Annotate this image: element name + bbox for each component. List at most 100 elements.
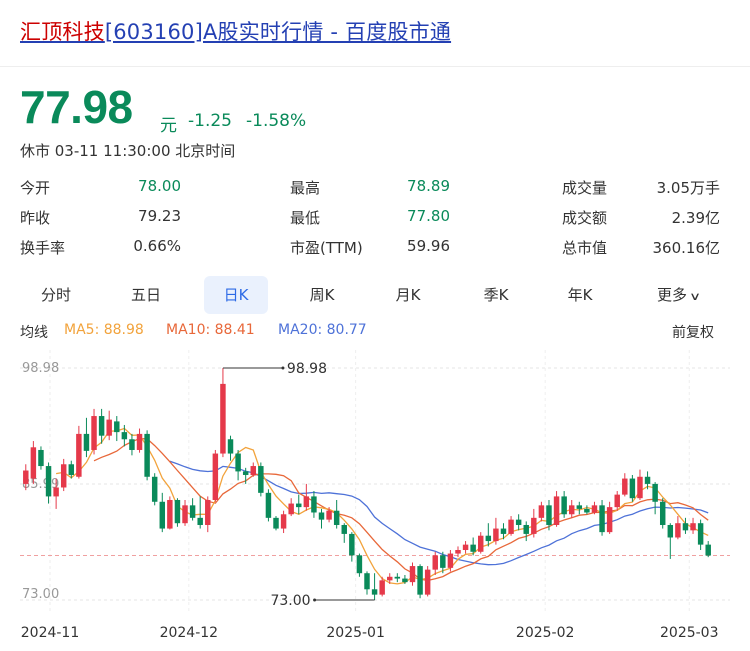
- candle-down: [440, 555, 446, 568]
- stat-value-pe-ttm: 59.96: [407, 237, 450, 255]
- candle-down: [68, 464, 75, 475]
- ma20-legend: MA20: 80.77: [278, 322, 367, 338]
- tab-quarterly-k[interactable]: 季K: [483, 286, 509, 304]
- candle-down: [242, 471, 249, 475]
- candle-up: [182, 505, 188, 524]
- x-tick-label: 2024-11: [21, 625, 80, 641]
- candle-up: [432, 555, 438, 570]
- stat-value-turnover-rate: 0.66%: [133, 237, 181, 255]
- ma10-line: [93, 437, 709, 582]
- candle-down: [659, 501, 666, 525]
- candle-up: [462, 544, 469, 550]
- candle-down: [576, 505, 583, 509]
- candle-up: [508, 519, 514, 534]
- candle-down: [364, 573, 370, 590]
- tab-more-label: 更多: [656, 286, 687, 304]
- stat-label-pe-ttm: 市盈(TTM): [290, 239, 363, 257]
- tab-yearly-k[interactable]: 年K: [567, 286, 593, 304]
- tab-five-day[interactable]: 五日: [130, 286, 161, 304]
- stat-label-market-cap: 总市值: [562, 239, 608, 257]
- tab-daily-k[interactable]: 日K: [204, 276, 268, 314]
- max-price-label: 98.98: [287, 361, 327, 377]
- stat-label-turnover-amount: 成交额: [562, 209, 608, 227]
- candle-down: [644, 476, 651, 484]
- candle-down: [682, 523, 689, 531]
- ma-label: 均线: [20, 325, 48, 341]
- candle-down: [697, 523, 704, 545]
- candle-up: [326, 510, 332, 520]
- candle-down: [227, 439, 234, 454]
- candle-down: [159, 501, 166, 529]
- price-change-pct: -1.58%: [246, 111, 307, 131]
- candle-down: [129, 439, 135, 450]
- stat-value-volume: 3.05万手: [656, 179, 720, 197]
- candle-up: [167, 499, 173, 529]
- x-tick-label: 2024-12: [160, 625, 219, 641]
- tab-weekly-k[interactable]: 周K: [309, 286, 335, 304]
- candle-down: [546, 505, 552, 525]
- ma10-legend: MA10: 88.41: [166, 322, 255, 338]
- candle-up: [387, 576, 393, 581]
- price-unit: 元: [160, 116, 177, 136]
- candle-down: [341, 524, 347, 534]
- candle-down: [265, 492, 272, 518]
- candle-up: [91, 416, 97, 450]
- y-tick-label: 98.98: [22, 361, 59, 376]
- candle-down: [296, 503, 302, 508]
- candle-down: [121, 432, 128, 440]
- stat-value-high: 78.89: [407, 177, 450, 195]
- candle-up: [23, 470, 29, 484]
- market-status: 休市 03-11 11:30:00 北京时间: [20, 142, 236, 160]
- candle-up: [690, 523, 696, 531]
- candle-down: [349, 533, 355, 556]
- stat-value-turnover-amount: 2.39亿: [671, 209, 720, 227]
- candle-down: [523, 524, 529, 534]
- candle-down: [333, 510, 340, 525]
- adjust-toggle[interactable]: 前复权: [672, 325, 714, 341]
- candle-down: [83, 433, 90, 451]
- max-dot: [281, 366, 285, 370]
- stat-label-low: 最低: [290, 209, 321, 227]
- candle-down: [144, 433, 150, 477]
- candle-up: [409, 566, 416, 583]
- candle-down: [311, 496, 317, 513]
- tab-intraday[interactable]: 分时: [40, 286, 71, 304]
- candle-down: [470, 544, 476, 552]
- candle-up: [205, 499, 211, 525]
- price-change: -1.25: [188, 111, 232, 131]
- candle-down: [38, 449, 44, 467]
- min-dot: [313, 598, 317, 602]
- tab-more[interactable]: 更多 ∨: [638, 276, 718, 314]
- candle-down: [705, 544, 711, 556]
- candle-down: [273, 517, 279, 529]
- stat-value-low: 77.80: [407, 207, 450, 225]
- candle-down: [151, 476, 158, 502]
- x-tick-label: 2025-01: [326, 625, 385, 641]
- ma5-legend: MA5: 88.98: [64, 322, 144, 338]
- candle-up: [478, 535, 484, 552]
- candle-up: [614, 494, 620, 508]
- candle-up: [424, 569, 431, 595]
- stat-value-prev-close: 79.23: [138, 207, 181, 225]
- candle-down: [402, 578, 408, 583]
- stat-label-open: 今开: [20, 179, 51, 197]
- candle-up: [53, 487, 59, 497]
- candle-up: [637, 476, 643, 499]
- tab-monthly-k[interactable]: 月K: [395, 286, 421, 304]
- candle-up: [250, 466, 256, 475]
- candle-down: [258, 466, 264, 493]
- candle-up: [212, 453, 219, 500]
- candle-up: [538, 505, 545, 518]
- candle-up: [379, 580, 385, 595]
- stat-value-market-cap: 360.16亿: [652, 239, 721, 257]
- page-title-link[interactable]: 汇顶科技[603160]A股实时行情 - 百度股市通: [20, 16, 451, 46]
- candle-down: [599, 505, 605, 533]
- candle-down: [561, 496, 567, 515]
- candle-down: [667, 524, 674, 538]
- candle-down: [356, 555, 363, 574]
- stat-value-open: 78.00: [138, 177, 181, 195]
- stat-label-volume: 成交量: [562, 179, 608, 197]
- candle-down: [197, 517, 203, 525]
- candle-up: [447, 553, 454, 568]
